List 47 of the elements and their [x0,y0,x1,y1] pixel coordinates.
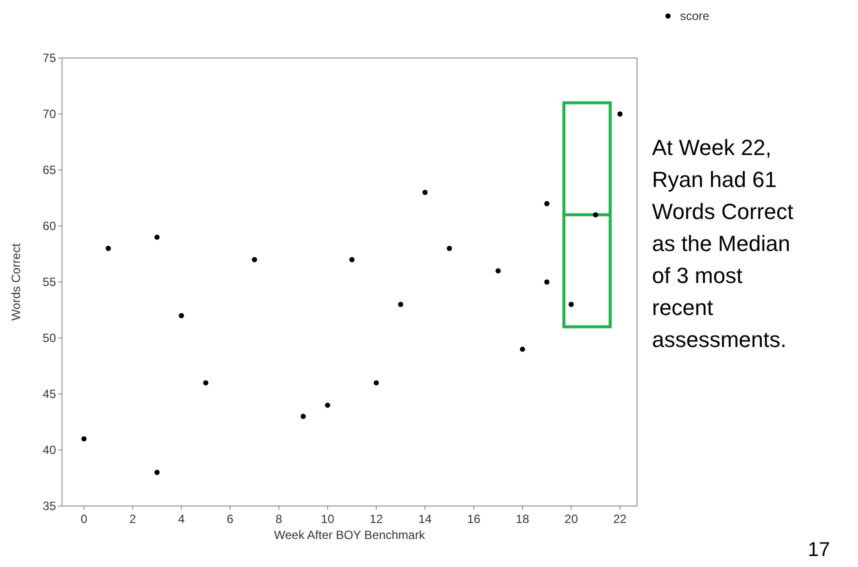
point [446,246,452,251]
y-tick-label: 35 [42,499,56,514]
point [520,346,526,352]
point [422,190,428,195]
point [252,257,258,262]
point [496,268,501,274]
point [568,302,574,307]
x-tick-label: 20 [564,512,578,526]
point [544,201,550,206]
y-tick-label: 55 [42,275,56,290]
x-tick-label: 22 [613,512,627,526]
point [154,234,160,240]
x-tick-label: 18 [516,512,530,526]
x-tick-label: 12 [370,512,384,526]
point [324,402,330,408]
point [398,302,404,307]
point [178,313,184,318]
point [544,279,550,285]
y-tick-label: 75 [42,51,56,66]
point [592,212,598,218]
point [617,111,623,117]
y-tick-label: 50 [42,331,56,346]
point [81,436,87,442]
y-tick-label: 60 [42,219,56,234]
y-axis-title: Words Correct [9,242,23,321]
x-tick-label: 16 [467,512,481,526]
text: 17 [808,539,830,561]
legend-label: score [680,9,710,24]
text: At Week 22, Ryan had 61 Words Correct as the Median of 3 most recent assessments. [652,135,794,352]
x-tick-label: 0 [80,512,88,526]
point [154,470,160,475]
y-tick-label: 65 [42,163,56,178]
y-tick-label: 70 [42,107,56,122]
x-tick-label: 14 [418,512,432,526]
point [203,380,208,386]
x-tick-label: 10 [320,512,335,526]
y-tick-label: 40 [42,443,56,458]
point [300,414,306,419]
point [106,246,111,251]
point [349,257,355,262]
x-tick-label: 8 [276,512,282,526]
x-tick-label: 2 [129,512,136,526]
y-tick-label: 45 [42,387,56,402]
x-axis-title: Week After BOY Benchmark [274,528,426,542]
point [374,380,379,386]
x-tick-label: 6 [226,512,234,526]
x-tick-label: 4 [178,512,186,526]
